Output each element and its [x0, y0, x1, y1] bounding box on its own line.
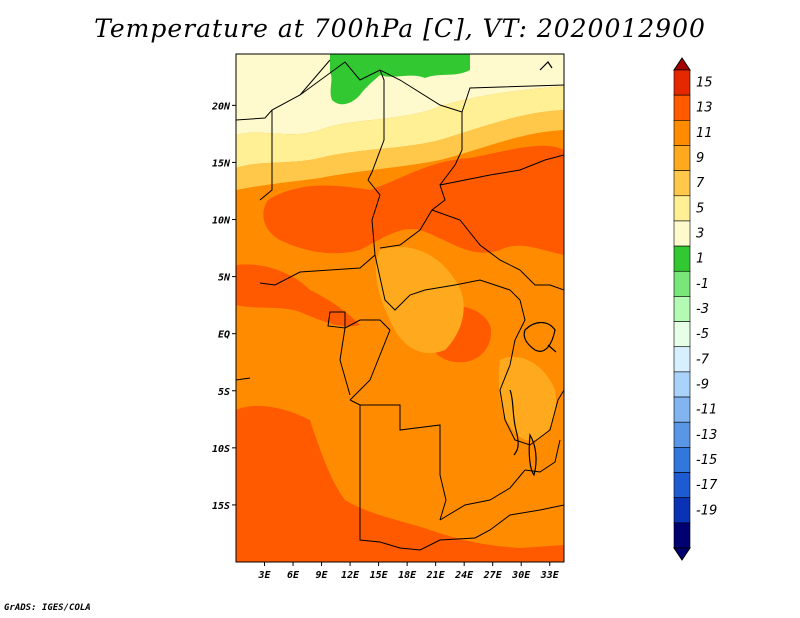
colorbar-label: -3	[696, 302, 709, 317]
colorbar-swatch	[673, 396, 691, 423]
field-light-region-central	[375, 246, 464, 354]
colorbar-label: -11	[696, 403, 717, 418]
lakes	[509, 61, 557, 477]
lon-tick-label: 33E	[540, 570, 560, 581]
colorbar-label: 3	[696, 227, 704, 242]
lon-tick-label: 6E	[287, 570, 300, 581]
lon-tick-label: 27E	[483, 570, 503, 581]
temperature-field	[236, 54, 564, 562]
field-cold-region-north	[330, 54, 470, 105]
field-warm-region-north	[263, 145, 564, 255]
footer-credit: GrADS: IGES/COLA	[4, 603, 91, 613]
lon-tick-label: 21E	[426, 570, 446, 581]
lat-tick-label: EQ	[218, 330, 230, 341]
colorbar-label: -15	[696, 453, 717, 468]
colorbar-label: 15	[696, 76, 713, 91]
colorbar-label: 1	[696, 252, 704, 267]
field-band-yellow	[236, 86, 564, 168]
colorbar-label: 11	[696, 126, 713, 141]
colorbar-label: 7	[696, 176, 705, 191]
colorbar-swatch	[673, 321, 691, 348]
field-warm-region-coast	[236, 264, 360, 327]
colorbar-bottom-arrow	[673, 547, 691, 561]
country-borders	[236, 59, 564, 551]
longitude-axis: 3E 6E 9E 12E 15E 18E 21E 24E 27E 30E 33E	[257, 562, 560, 581]
field-warm-region-southwest	[236, 405, 564, 562]
colorbar-swatch	[673, 447, 691, 473]
lon-tick-label: 30E	[511, 570, 531, 581]
colorbar-swatch	[673, 170, 691, 197]
lat-tick-label: 10N	[212, 216, 231, 227]
colorbar: 15 13 11 9 7 5 3 1 -1 -3 -5 -7 -9 -11 -13 -15 -17 -19	[673, 57, 718, 561]
colorbar-swatch	[673, 497, 691, 524]
colorbar-swatch	[673, 94, 691, 121]
lon-tick-label: 24E	[454, 570, 474, 581]
colorbar-swatch	[673, 270, 691, 297]
colorbar-top-arrow	[673, 57, 691, 71]
lon-tick-label: 12E	[341, 570, 360, 581]
lat-tick-label: 10S	[212, 444, 230, 455]
colorbar-swatch	[673, 371, 691, 398]
colorbar-swatch	[673, 195, 691, 222]
lat-tick-label: 15N	[212, 158, 231, 169]
colorbar-label: -13	[696, 428, 717, 443]
colorbar-label: -5	[696, 327, 709, 342]
lon-tick-label: 18E	[398, 570, 417, 581]
colorbar-swatch	[673, 69, 691, 96]
lat-tick-label: 15S	[212, 501, 230, 512]
lon-tick-label: 3E	[257, 570, 271, 581]
colorbar-swatch	[673, 296, 691, 322]
colorbar-label: -7	[696, 352, 710, 367]
colorbar-swatch	[673, 472, 691, 498]
lat-tick-label: 5N	[218, 273, 231, 284]
lat-tick-label: 20N	[211, 101, 231, 112]
colorbar-label: -19	[696, 503, 717, 518]
colorbar-label: 9	[696, 151, 704, 166]
lon-tick-label: 9E	[316, 570, 329, 581]
colorbar-swatch	[673, 145, 691, 171]
colorbar-swatch	[673, 220, 691, 247]
field-band-yellow-orange	[236, 110, 564, 190]
colorbar-label: -17	[696, 478, 718, 493]
colorbar-swatch	[673, 522, 691, 549]
map-frame	[235, 53, 565, 563]
latitude-axis: 20N 15N 10N 5N EQ 5S 10S 15S	[211, 101, 236, 512]
colorbar-label: -1	[696, 277, 709, 292]
colorbar-swatch	[673, 421, 691, 448]
field-light-region-east	[498, 356, 556, 441]
colorbar-swatch	[673, 346, 691, 373]
colorbar-swatch	[673, 120, 691, 146]
colorbar-label: 13	[696, 101, 713, 116]
map-title: Temperature at 700hPa [C], VT: 202001290…	[94, 14, 706, 43]
colorbar-label: -9	[696, 377, 709, 392]
colorbar-label: 5	[696, 201, 704, 216]
lon-tick-label: 15E	[370, 570, 389, 581]
lat-tick-label: 5S	[218, 387, 230, 398]
colorbar-swatch	[673, 245, 691, 272]
